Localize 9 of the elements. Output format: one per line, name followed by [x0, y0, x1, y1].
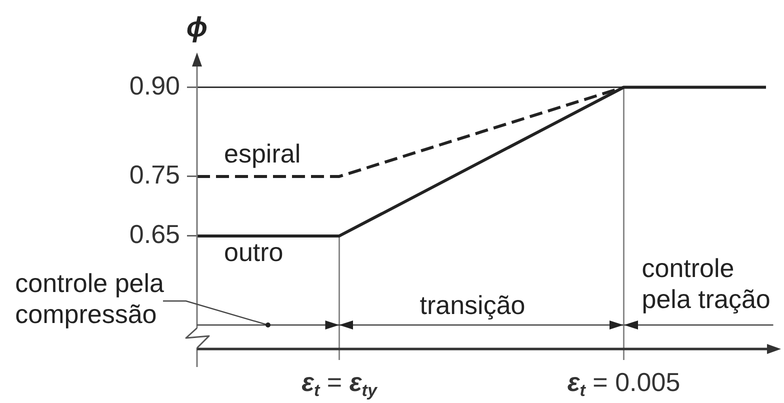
y-axis-title: ϕ [186, 12, 208, 42]
y-tick-label: 0.90 [129, 70, 180, 100]
series-label: espiral [224, 138, 301, 168]
text: controle pela compressão [15, 268, 165, 329]
annotation: transição [420, 290, 526, 320]
series-label: outro [224, 236, 284, 267]
y-tick-label: 0.75 [129, 160, 180, 190]
y-tick-label: 0.65 [129, 219, 180, 250]
annotation: controle pela tração [642, 253, 770, 314]
